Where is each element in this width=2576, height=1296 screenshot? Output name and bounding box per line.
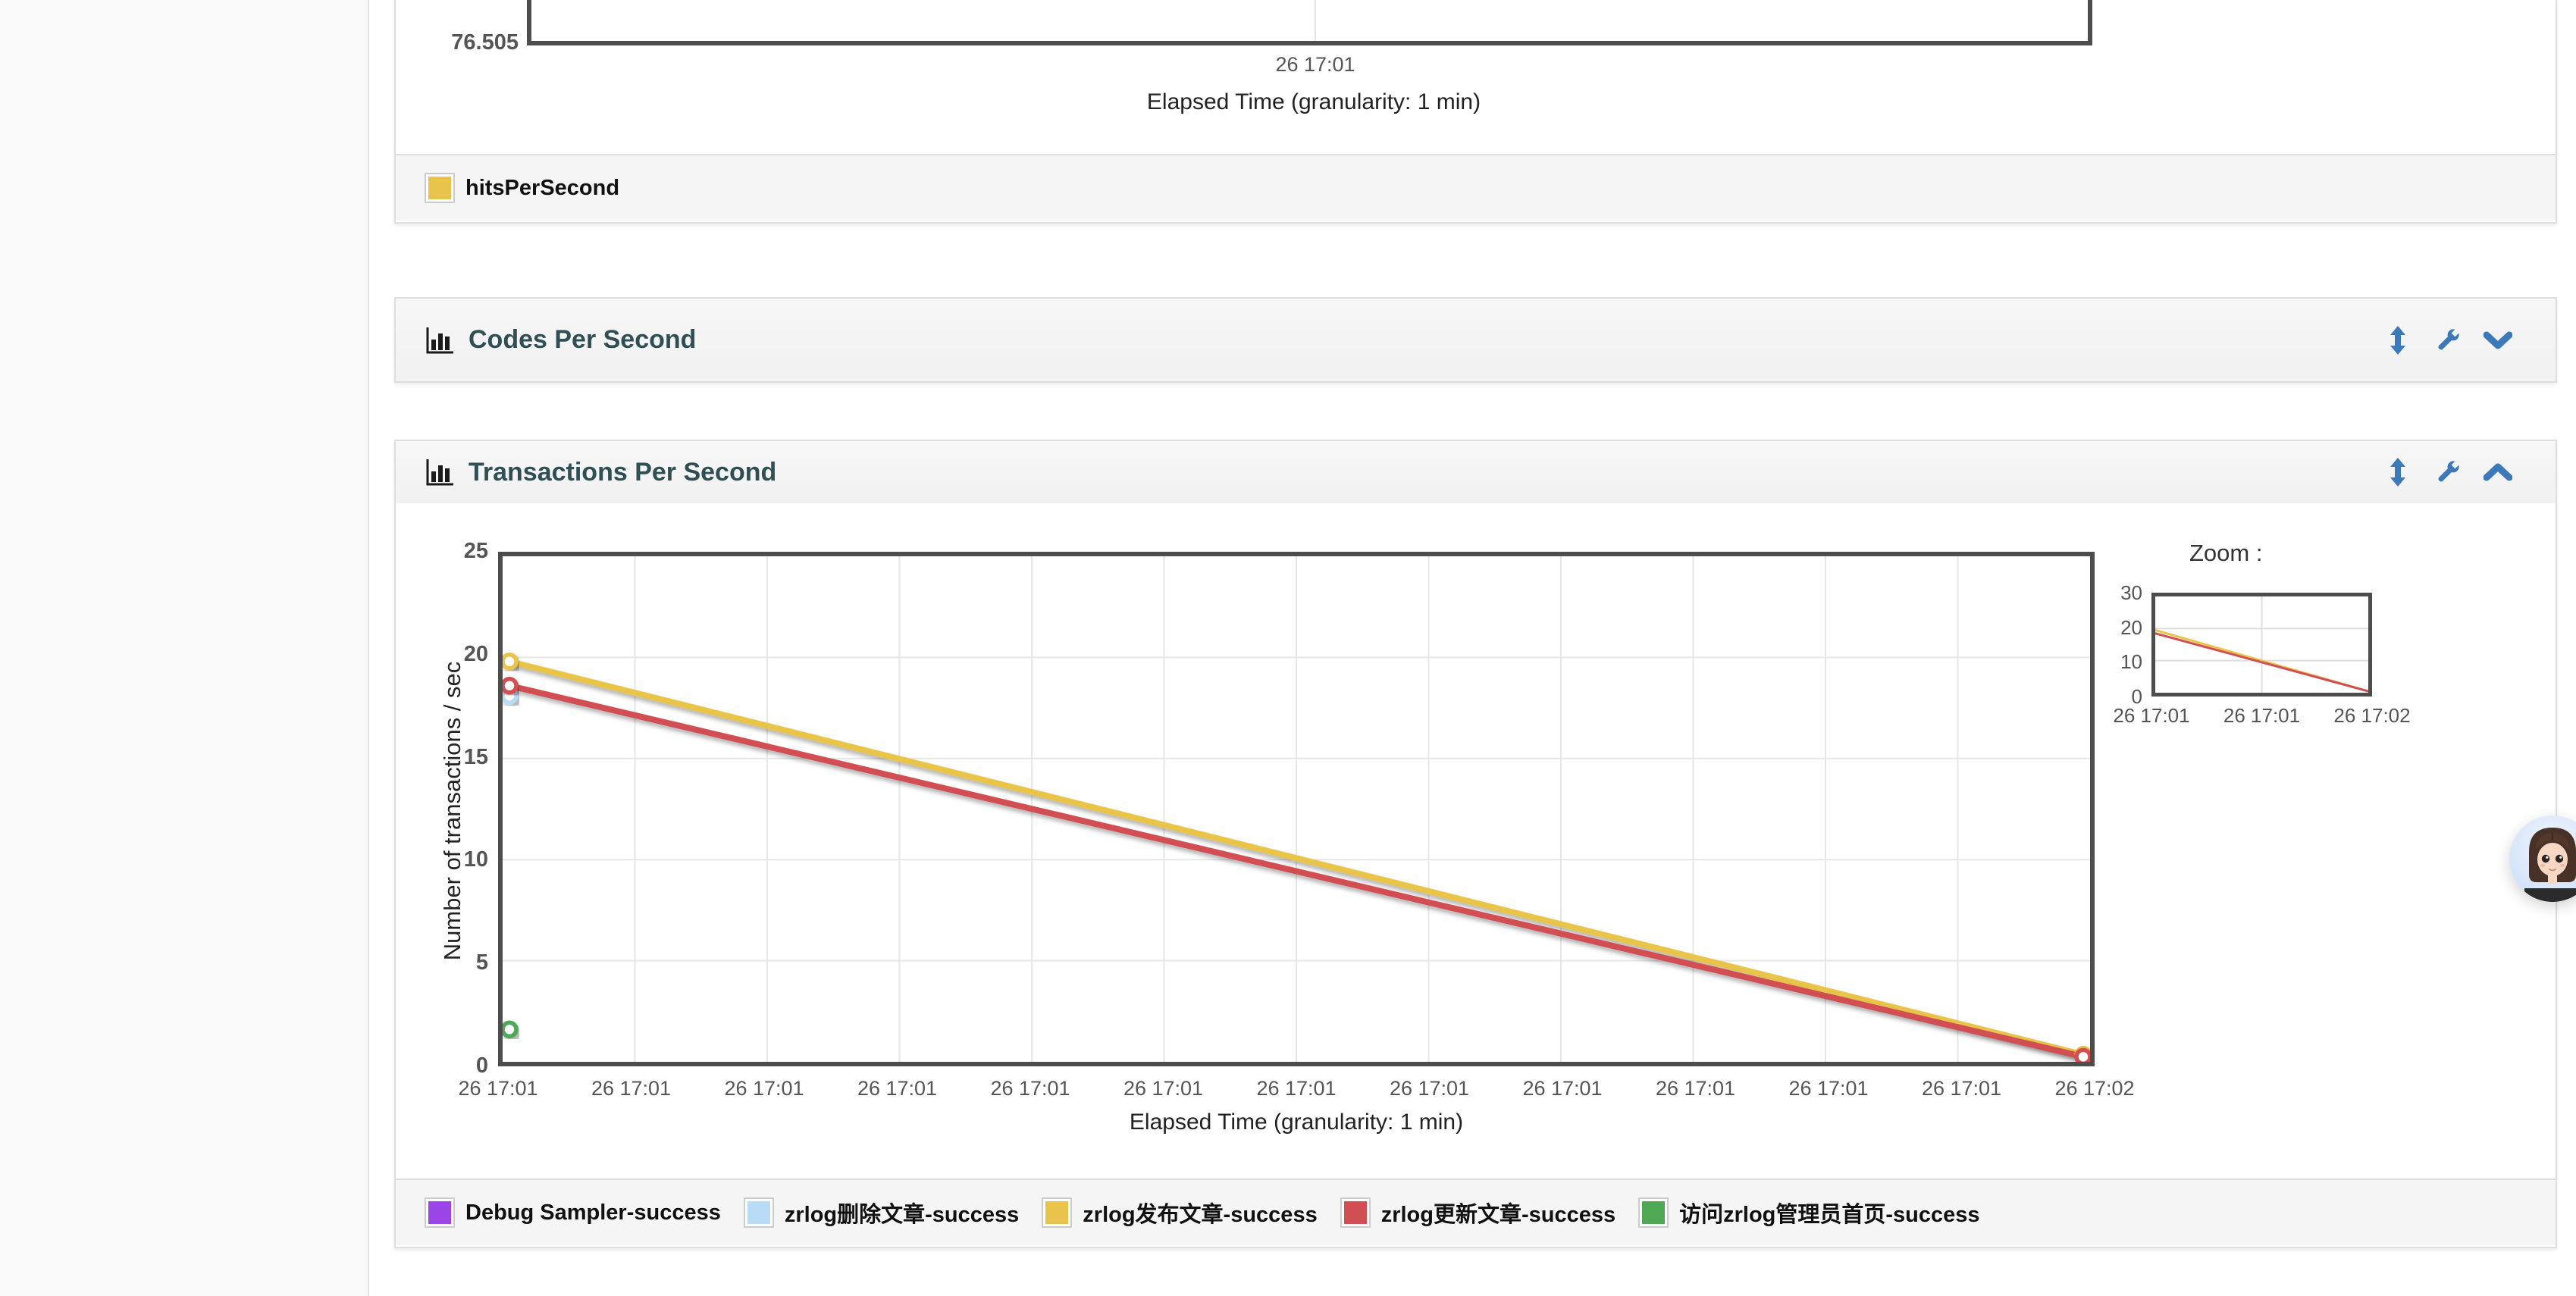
transactions-legend: Debug Sampler-success zrlog删除文章-success zr… (396, 1179, 2556, 1245)
legend-label: zrlog发布文章-success (1083, 1203, 1318, 1227)
tps-x-tick-label: 26 17:01 (1389, 1077, 1470, 1100)
legend-item[interactable]: zrlog发布文章-success (1042, 1197, 1318, 1229)
transactions-chart-area: Number of transactions / sec Elapsed Tim… (396, 503, 2556, 1179)
zoom-x-tick-label: 26 17:01 (2113, 704, 2190, 727)
legend-label: zrlog删除文章-success (784, 1203, 1020, 1227)
tps-x-tick-label: 26 17:01 (857, 1077, 938, 1100)
hits-plot-right-border (2088, 0, 2092, 45)
transactions-per-second-panel: Transactions Per Second (394, 440, 2557, 1248)
bar-chart-icon (425, 456, 456, 488)
resize-vertical-icon[interactable] (2383, 325, 2413, 355)
hits-x-axis-line (527, 41, 2092, 45)
tps-x-tick-label: 26 17:01 (724, 1077, 804, 1100)
legend-swatch (425, 173, 455, 203)
tps-x-tick-label: 26 17:01 (1123, 1077, 1204, 1100)
resize-vertical-icon[interactable] (2383, 457, 2413, 487)
bar-chart-icon (425, 324, 456, 356)
tps-y-tick-label: 10 (463, 847, 488, 872)
tps-y-tick-label: 15 (463, 744, 488, 769)
tps-x-tick-label: 26 17:01 (1788, 1077, 1869, 1100)
tps-y-tick-label: 20 (463, 641, 488, 666)
transactions-panel-title: Transactions Per Second (425, 456, 776, 488)
hits-y-axis-line (527, 0, 531, 45)
hits-y-tick-label: 76.505 (451, 30, 519, 55)
legend-swatch-color (1642, 1201, 1666, 1224)
codes-per-second-panel: Codes Per Second (394, 297, 2557, 383)
zoom-label: Zoom : (2189, 540, 2263, 566)
zoom-y-tick-label: 30 (2120, 581, 2142, 604)
legend-swatch-color (1045, 1201, 1069, 1224)
zoom-y-tick-label: 20 (2120, 615, 2142, 639)
codes-panel-header: Codes Per Second (396, 299, 2556, 381)
tps-y-tick-label: 5 (475, 950, 488, 975)
codes-panel-title: Codes Per Second (425, 324, 696, 356)
chevron-up-icon[interactable] (2483, 457, 2513, 487)
legend-swatch-color (428, 1201, 451, 1224)
legend-item[interactable]: zrlog更新文章-success (1340, 1197, 1615, 1229)
tps-x-tick-label: 26 17:01 (1256, 1077, 1337, 1100)
tps-x-tick-label: 26 17:01 (1522, 1077, 1603, 1100)
legend-swatch (1340, 1197, 1371, 1228)
hits-x-axis-title: Elapsed Time (granularity: 1 min) (1146, 89, 1481, 114)
tps-y-tick-label: 25 (463, 539, 488, 563)
tps-x-tick-label: 26 17:01 (1921, 1077, 2002, 1100)
legend-swatch-color (747, 1201, 770, 1224)
assistant-avatar[interactable] (2509, 815, 2576, 902)
legend-swatch (425, 1197, 455, 1228)
tps-x-tick-label: 26 17:01 (458, 1077, 538, 1100)
codes-panel-title-text: Codes Per Second (469, 325, 697, 354)
hits-gridline (1315, 0, 1316, 41)
tps-x-axis-title: Elapsed Time (granularity: 1 min) (1129, 1110, 1464, 1135)
hits-x-tick-label: 26 17:01 (1275, 53, 1355, 76)
legend-swatch-color (428, 177, 451, 199)
legend-swatch-color (1343, 1201, 1367, 1224)
legend-label: zrlog更新文章-success (1380, 1203, 1616, 1227)
legend-swatch (1638, 1197, 1669, 1228)
zoom-x-tick-label: 26 17:02 (2333, 704, 2411, 727)
wrench-icon[interactable] (2433, 325, 2463, 355)
transactions-panel-header: Transactions Per Second (396, 441, 2556, 503)
chevron-down-icon[interactable] (2483, 325, 2513, 355)
hits-chart-area: 76.505 26 17:01 Elapsed Time (granularit… (396, 0, 2556, 154)
legend-label: Debug Sampler-success (465, 1200, 721, 1225)
legend-item[interactable]: zrlog删除文章-success (743, 1197, 1020, 1229)
transactions-panel-title-text: Transactions Per Second (469, 457, 777, 487)
tps-x-tick-label: 26 17:02 (2054, 1077, 2135, 1100)
legend-label: hitsPerSecond (465, 175, 620, 200)
legend-swatch (1042, 1197, 1073, 1228)
legend-label: 访问zrlog管理员首页-success (1679, 1203, 1980, 1227)
legend-swatch (743, 1197, 774, 1228)
tps-y-axis-title: Number of transactions / sec (439, 661, 465, 961)
wrench-icon[interactable] (2433, 457, 2463, 487)
legend-item[interactable]: hitsPerSecond (425, 173, 619, 203)
zoom-plot-box[interactable] (2151, 593, 2372, 697)
tps-x-tick-label: 26 17:01 (990, 1077, 1070, 1100)
zoom-y-tick-label: 0 (2131, 685, 2142, 708)
zoom-x-tick-label: 26 17:01 (2223, 704, 2301, 727)
hits-per-second-panel: 76.505 26 17:01 Elapsed Time (granularit… (394, 0, 2557, 224)
tps-x-tick-label: 26 17:01 (1655, 1077, 1736, 1100)
hits-legend: hitsPerSecond (396, 154, 2556, 221)
tps-plot-box (498, 552, 2095, 1066)
tps-x-tick-label: 26 17:01 (591, 1077, 672, 1100)
legend-item[interactable]: 访问zrlog管理员首页-success (1638, 1197, 1980, 1229)
left-sidebar (0, 0, 369, 1296)
tps-y-tick-label: 0 (475, 1053, 488, 1078)
legend-item[interactable]: Debug Sampler-success (425, 1197, 721, 1228)
zoom-y-tick-label: 10 (2120, 650, 2142, 674)
